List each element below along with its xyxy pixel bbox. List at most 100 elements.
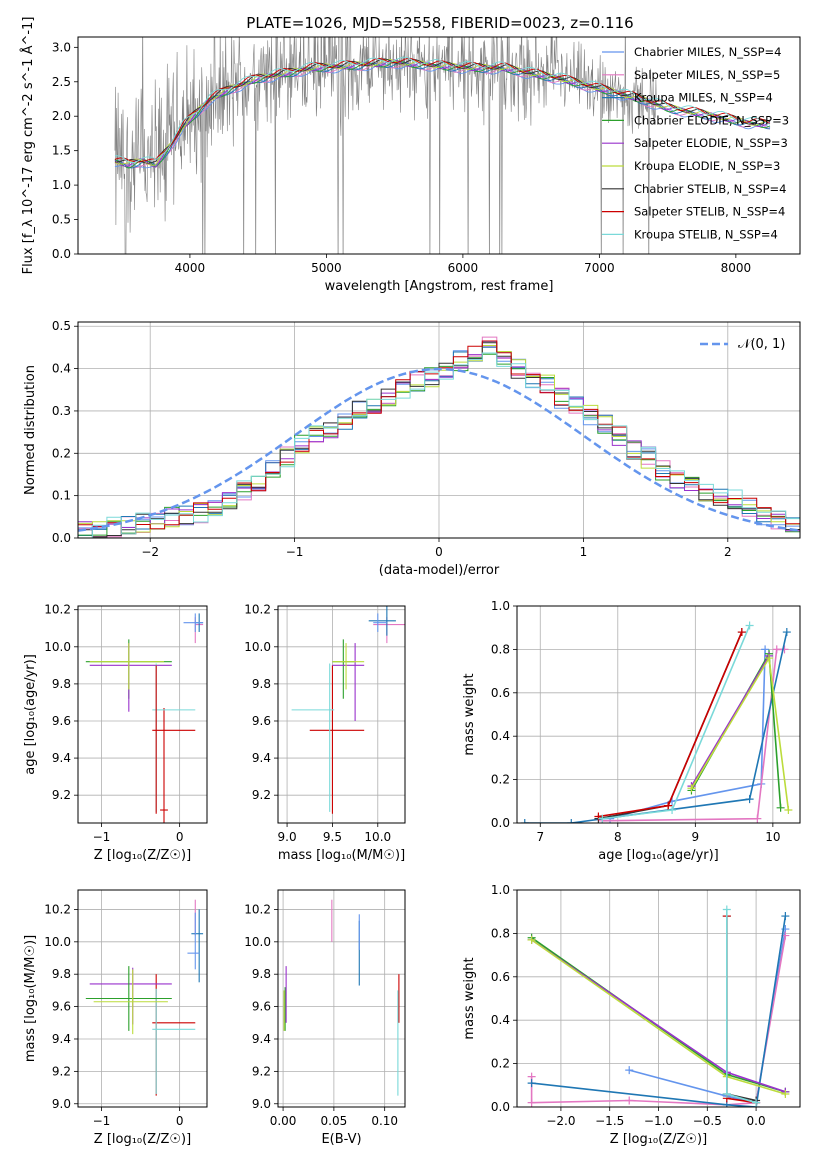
legend-label: Salpeter STELIB, N_SSP=4: [634, 205, 785, 219]
x-tick-label: 0: [435, 545, 443, 559]
weight-marker: [782, 628, 791, 637]
y-tick-label: 10.0: [244, 935, 271, 949]
y-tick-label: 9.4: [52, 751, 71, 765]
y-axis-label: mass [log₁₀(M/M☉)]: [23, 935, 38, 1062]
x-tick-label: 0: [176, 1114, 184, 1128]
y-tick-label: 1.5: [52, 144, 71, 158]
y-tick-label: 9.2: [52, 1064, 71, 1078]
y-tick-label: 0.2: [491, 1057, 510, 1071]
panel-age-vs-Z: −1 0 9.2 9.4 9.6 9.8 10.0 10.2 Z [log₁₀(Z/Z☉)] ag…: [23, 603, 208, 863]
x-tick-label: 9: [692, 830, 700, 844]
weight-marker: [772, 645, 781, 654]
y-tick-label: 0.0: [491, 1100, 510, 1114]
legend-label: Chabrier MILES, N_SSP=4: [634, 45, 781, 59]
plot-area: [85, 613, 204, 823]
y-tick-label: 0.4: [52, 362, 71, 376]
y-tick-label: 9.8: [252, 967, 271, 981]
weight-marker: [776, 803, 785, 812]
axes-frame: [516, 605, 801, 824]
x-tick-label: −1.5: [595, 1114, 624, 1128]
weight-line-3: [524, 631, 788, 823]
x-tick-label: 8000: [721, 261, 752, 275]
x-tick-label: 2: [724, 545, 732, 559]
y-tick-label: 0.8: [491, 926, 510, 940]
axes-frame: [277, 605, 406, 824]
y-tick-label: 3.0: [52, 40, 71, 54]
x-axis-label: Z [log₁₀(Z/Z☉)]: [94, 1132, 191, 1147]
legend-label: Salpeter MILES, N_SSP=5: [634, 68, 780, 82]
legend-label: Chabrier ELODIE, N_SSP=3: [634, 113, 789, 127]
y-tick-label: 9.8: [252, 677, 271, 691]
y-tick-label: 0.5: [52, 319, 71, 333]
x-tick-label: 0.00: [270, 1114, 297, 1128]
weight-marker: [527, 935, 536, 944]
y-tick-label: 0.0: [52, 247, 71, 261]
plot-area: [114, 37, 771, 254]
panel-mass-weight-vs-Z: −2.0 −1.5 −1.0 −0.5 0.0 0.0 0.2 0.4 0.6 0.8 1.0 Z […: [462, 883, 801, 1147]
x-tick-label: −1: [286, 545, 304, 559]
plot-area: [85, 899, 204, 1096]
model-line-8: [114, 57, 771, 163]
weight-marker: [527, 1098, 536, 1107]
x-tick-label: 9.5: [323, 830, 342, 844]
x-tick-label: 8: [614, 830, 622, 844]
model-line-5: [114, 59, 771, 168]
y-tick-label: 9.6: [252, 714, 271, 728]
panel-mass-vs-ebv: 0.00 0.05 0.10 9.0 9.2 9.4 9.6 9.8 10.0 10.2 E(B-V…: [244, 889, 406, 1147]
y-tick-label: 0.4: [491, 1013, 510, 1027]
y-tick-label: 2.0: [52, 109, 71, 123]
y-tick-label: 2.5: [52, 75, 71, 89]
x-axis-label: (data-model)/error: [379, 563, 500, 578]
y-tick-label: 9.2: [52, 788, 71, 802]
weight-marker: [761, 645, 770, 654]
weight-marker: [781, 912, 790, 921]
y-tick-label: 1.0: [491, 599, 510, 613]
weight-marker: [753, 814, 762, 823]
x-tick-label: 6000: [448, 261, 479, 275]
histogram-series-7: [78, 342, 800, 538]
legend-label: Kroupa MILES, N_SSP=4: [634, 91, 773, 105]
y-tick-label: 9.8: [52, 967, 71, 981]
y-tick-label: 0.2: [52, 446, 71, 460]
y-axis-label: age [log₁₀(age/yr)]: [23, 654, 38, 775]
axes-frame: [516, 889, 801, 1108]
x-tick-label: −2.0: [546, 1114, 575, 1128]
y-tick-label: 1.0: [491, 883, 510, 897]
y-tick-label: 0.0: [491, 816, 510, 830]
y-tick-label: 0.6: [491, 686, 510, 700]
plot-area: [520, 621, 793, 823]
x-axis-label: E(B-V): [321, 1132, 361, 1147]
axes-frame: [277, 889, 406, 1108]
panel-residuals: −2 −1 0 1 2 0.0 0.1 0.2 0.3 0.4 0.5 (data-model)/er…: [23, 319, 801, 578]
legend-label: Salpeter ELODIE, N_SSP=3: [634, 136, 788, 150]
y-tick-label: 0.5: [52, 213, 71, 227]
y-tick-label: 0.3: [52, 404, 71, 418]
weight-marker: [625, 1066, 634, 1075]
weight-marker: [722, 905, 731, 914]
x-axis-label: age [log₁₀(age/yr)]: [598, 848, 719, 863]
weight-marker: [784, 805, 793, 814]
y-tick-label: 9.6: [252, 1000, 271, 1014]
y-tick-label: 0.6: [491, 970, 510, 984]
y-axis-label: mass weight: [462, 673, 477, 755]
y-tick-label: 9.0: [52, 1097, 71, 1111]
weight-line-8: [598, 631, 743, 818]
axes-frame: [77, 605, 208, 824]
weight-line-7: [726, 916, 757, 1102]
x-axis-label: Z [log₁₀(Z/Z☉)]: [94, 848, 191, 863]
x-tick-label: 4000: [175, 261, 206, 275]
weight-marker: [745, 621, 754, 630]
y-tick-label: 9.4: [252, 1032, 271, 1046]
plot-area: [283, 899, 400, 1096]
x-tick-label: 0.10: [371, 1114, 398, 1128]
y-tick-label: 9.8: [52, 677, 71, 691]
y-tick-label: 10.0: [244, 640, 271, 654]
y-tick-label: 10.2: [244, 902, 271, 916]
x-tick-label: 7: [536, 830, 544, 844]
y-tick-label: 9.6: [52, 714, 71, 728]
legend-label: Kroupa STELIB, N_SSP=4: [634, 227, 778, 241]
x-tick-label: 0: [176, 830, 184, 844]
normal-curve: [78, 367, 800, 532]
legend-label: 𝒩(0, 1): [738, 337, 785, 352]
